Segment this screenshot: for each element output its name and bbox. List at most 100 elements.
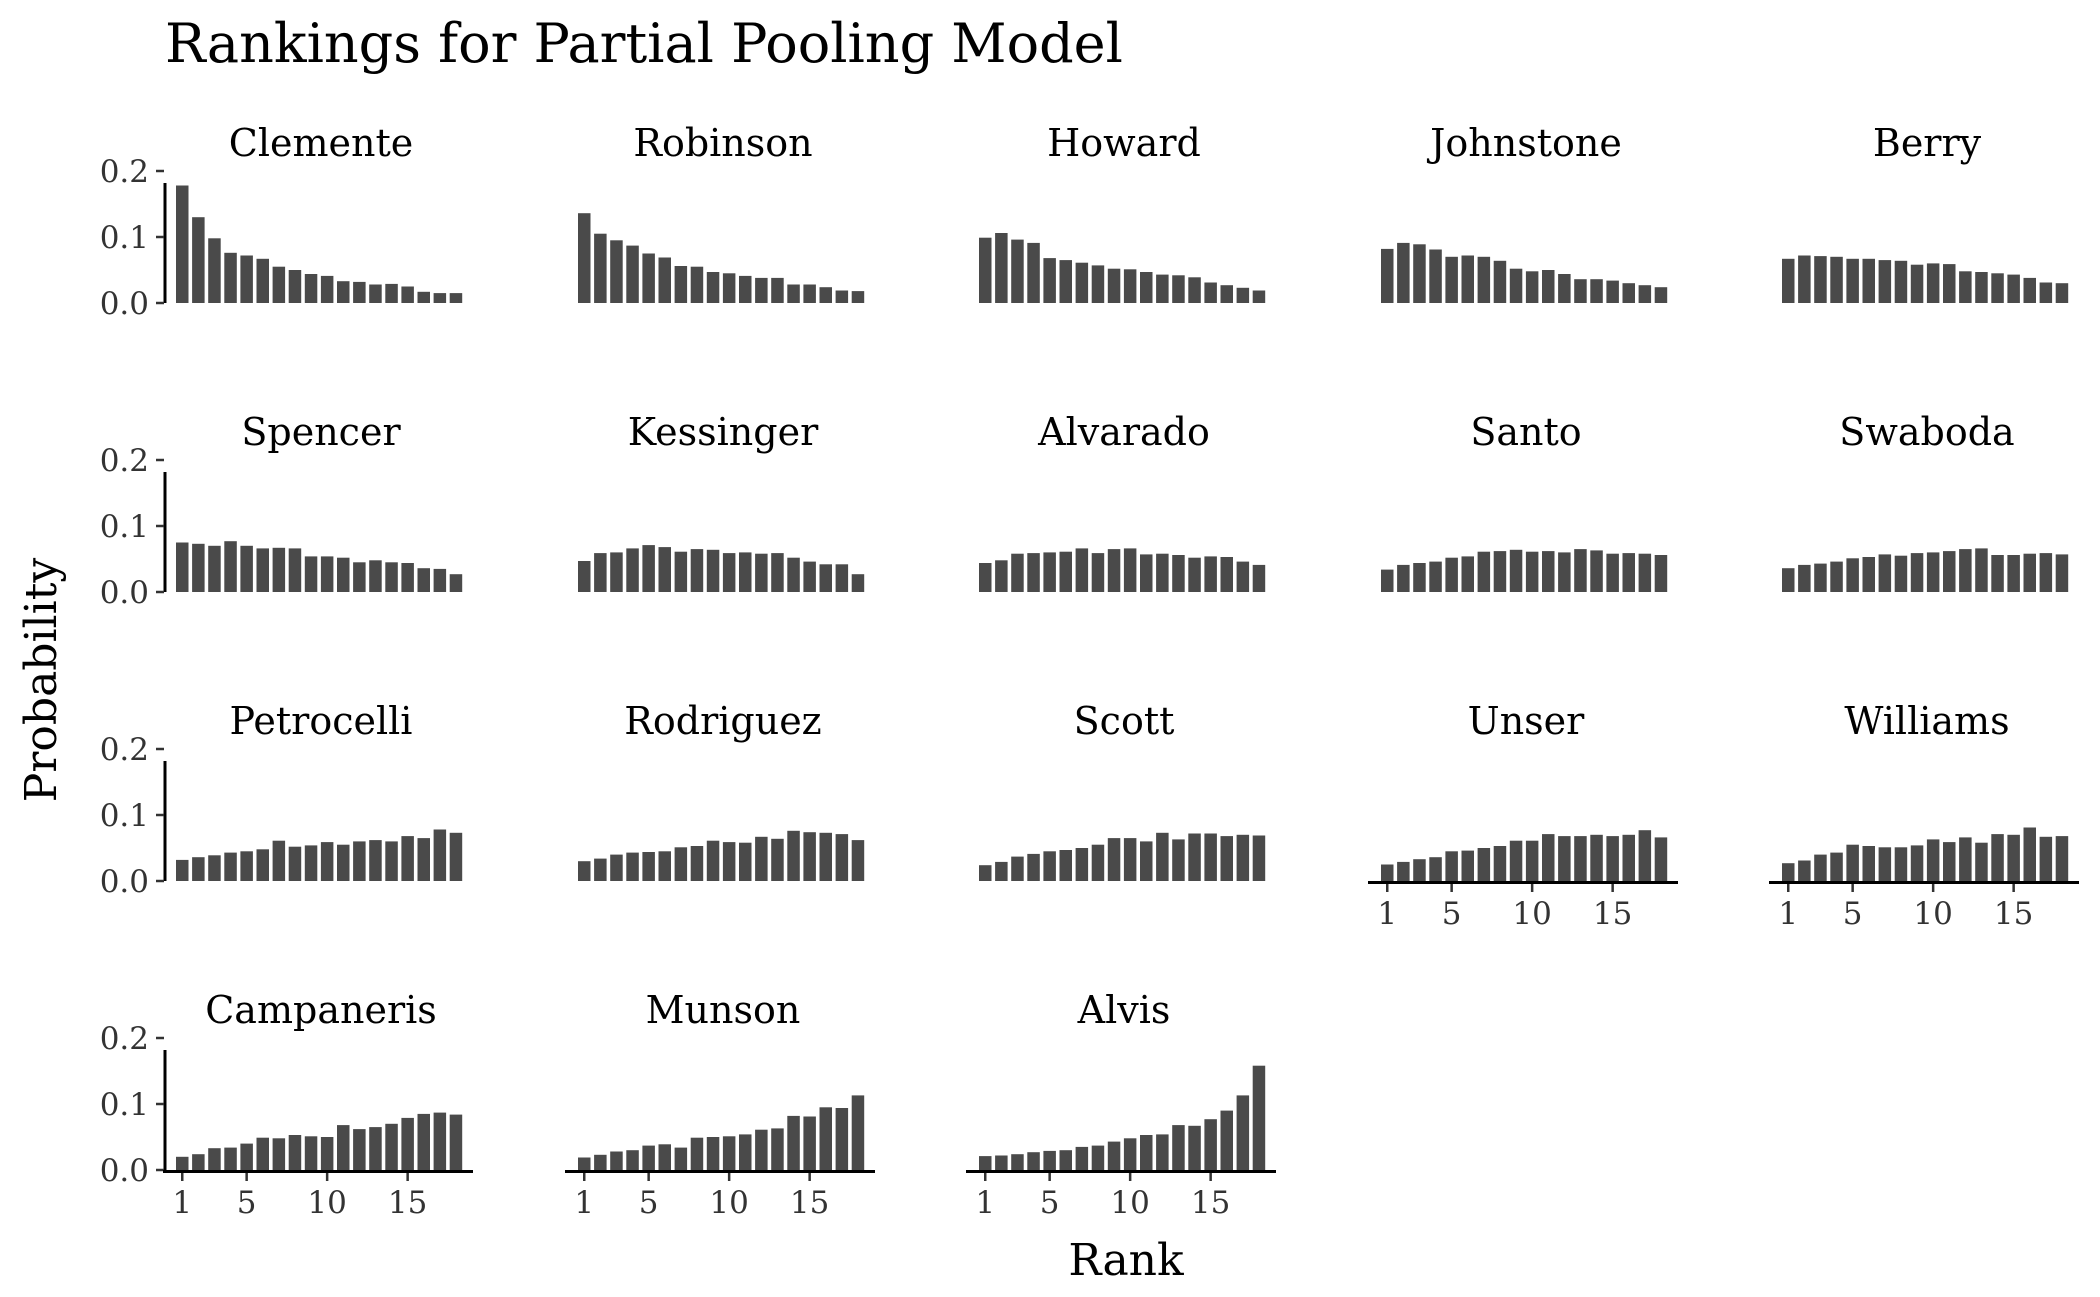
bar-rank-2 [594, 858, 607, 881]
bar-rank-4 [1429, 857, 1442, 881]
bar-rank-2 [594, 553, 607, 592]
bar-rank-15 [1204, 556, 1217, 592]
bar-rank-8 [690, 1137, 704, 1170]
bar-rank-16 [1622, 834, 1635, 881]
bar-rank-17 [835, 834, 849, 881]
y-tick-label: 0.2 [100, 154, 149, 190]
bar-rank-3 [1011, 239, 1024, 303]
bar-rank-13 [1975, 548, 1988, 592]
bar-rank-15 [1204, 1119, 1217, 1170]
bar-rank-7 [272, 1138, 286, 1170]
facet-strip-label: Munson [646, 988, 801, 1032]
bar-rank-3 [208, 238, 221, 303]
bar-rank-11 [1140, 554, 1153, 592]
bar-rank-17 [1638, 553, 1652, 592]
y-axis-title: Probability [16, 558, 67, 803]
bar-rank-3 [610, 854, 623, 881]
bar-rank-6 [658, 547, 671, 592]
bar-rank-10 [1926, 263, 1940, 303]
bar-rank-18 [2055, 283, 2069, 303]
bar-rank-6 [1862, 846, 1875, 881]
y-tick-label: 0.2 [100, 732, 149, 768]
bar-rank-17 [2039, 553, 2053, 592]
bar-rank-5 [642, 253, 655, 303]
facet-strip-label: Williams [1844, 699, 2009, 743]
bar-rank-17 [1236, 287, 1250, 303]
bar-rank-5 [1043, 851, 1056, 881]
bar-rank-13 [1172, 1125, 1185, 1170]
bar-rank-1 [578, 1157, 591, 1170]
facet-panel-spencer: Spencer 0.0 0.1 0.2 [100, 410, 463, 611]
bar-rank-15 [803, 284, 816, 303]
bar-rank-11 [739, 842, 752, 881]
bar-rank-2 [594, 1154, 607, 1170]
bar-rank-12 [353, 1129, 366, 1170]
bar-rank-18 [851, 574, 865, 592]
bar-rank-15 [1606, 553, 1619, 592]
bar-rank-6 [658, 1144, 671, 1170]
bar-rank-1 [1381, 864, 1394, 881]
bar-rank-2 [192, 857, 205, 881]
facet-strip-label: Swaboda [1839, 410, 2014, 454]
bar-rank-11 [739, 552, 752, 592]
bar-rank-15 [401, 1117, 414, 1170]
bar-rank-10 [1926, 552, 1940, 592]
bar-rank-17 [433, 568, 447, 592]
y-tick-label: 0.0 [100, 575, 149, 611]
facet-panel-rodriguez: Rodriguez [578, 699, 865, 881]
bar-rank-7 [1878, 554, 1892, 592]
bar-rank-17 [1638, 830, 1652, 881]
facet-panel-robinson: Robinson [578, 121, 865, 303]
bar-rank-18 [449, 832, 463, 881]
bar-rank-12 [1156, 274, 1169, 303]
bar-rank-7 [1075, 262, 1089, 303]
bar-rank-9 [304, 274, 318, 303]
bar-rank-10 [1123, 838, 1137, 881]
bar-rank-16 [1622, 283, 1635, 303]
bar-rank-15 [1606, 280, 1619, 303]
y-tick-label: 0.1 [100, 509, 149, 545]
bar-rank-9 [1509, 268, 1523, 303]
bar-rank-8 [288, 270, 302, 303]
bar-rank-13 [1172, 275, 1185, 303]
bar-rank-3 [1413, 859, 1426, 881]
bar-rank-4 [224, 252, 237, 303]
bar-rank-2 [192, 217, 205, 303]
bar-rank-10 [722, 842, 736, 881]
bar-rank-18 [449, 574, 463, 592]
facet-panels: Clemente 0.0 0.1 0.2 Robinson Howard Johnstone… [100, 121, 2079, 1221]
bar-rank-2 [1798, 564, 1811, 592]
bar-rank-17 [1638, 285, 1652, 303]
facet-panel-swaboda: Swaboda [1782, 410, 2069, 592]
bar-rank-18 [2055, 836, 2069, 881]
bar-rank-13 [1172, 839, 1185, 881]
y-tick-label: 0.0 [100, 286, 149, 322]
bar-rank-7 [272, 840, 286, 881]
bar-rank-2 [594, 233, 607, 303]
bar-rank-8 [1493, 846, 1507, 881]
bar-rank-11 [337, 844, 350, 881]
bar-rank-16 [2023, 277, 2036, 303]
bar-rank-2 [1798, 255, 1811, 303]
bar-rank-4 [626, 1150, 639, 1170]
bar-rank-14 [1590, 279, 1603, 303]
bar-rank-1 [176, 185, 189, 303]
bar-rank-16 [417, 838, 430, 881]
bar-rank-12 [353, 841, 366, 881]
bar-rank-9 [1107, 549, 1121, 592]
facet-strip-label: Clemente [229, 121, 413, 165]
bar-rank-7 [674, 266, 688, 303]
bar-rank-10 [722, 273, 736, 303]
bar-rank-4 [626, 852, 639, 881]
bar-rank-8 [288, 548, 302, 592]
bar-rank-9 [1910, 553, 1924, 592]
bar-rank-12 [353, 562, 366, 592]
bar-rank-5 [1445, 851, 1458, 881]
bar-rank-11 [1943, 551, 1956, 592]
bar-rank-14 [1188, 1125, 1201, 1170]
bar-rank-3 [208, 545, 221, 592]
bar-rank-12 [1558, 836, 1571, 881]
x-tick-label: 10 [709, 1185, 748, 1221]
